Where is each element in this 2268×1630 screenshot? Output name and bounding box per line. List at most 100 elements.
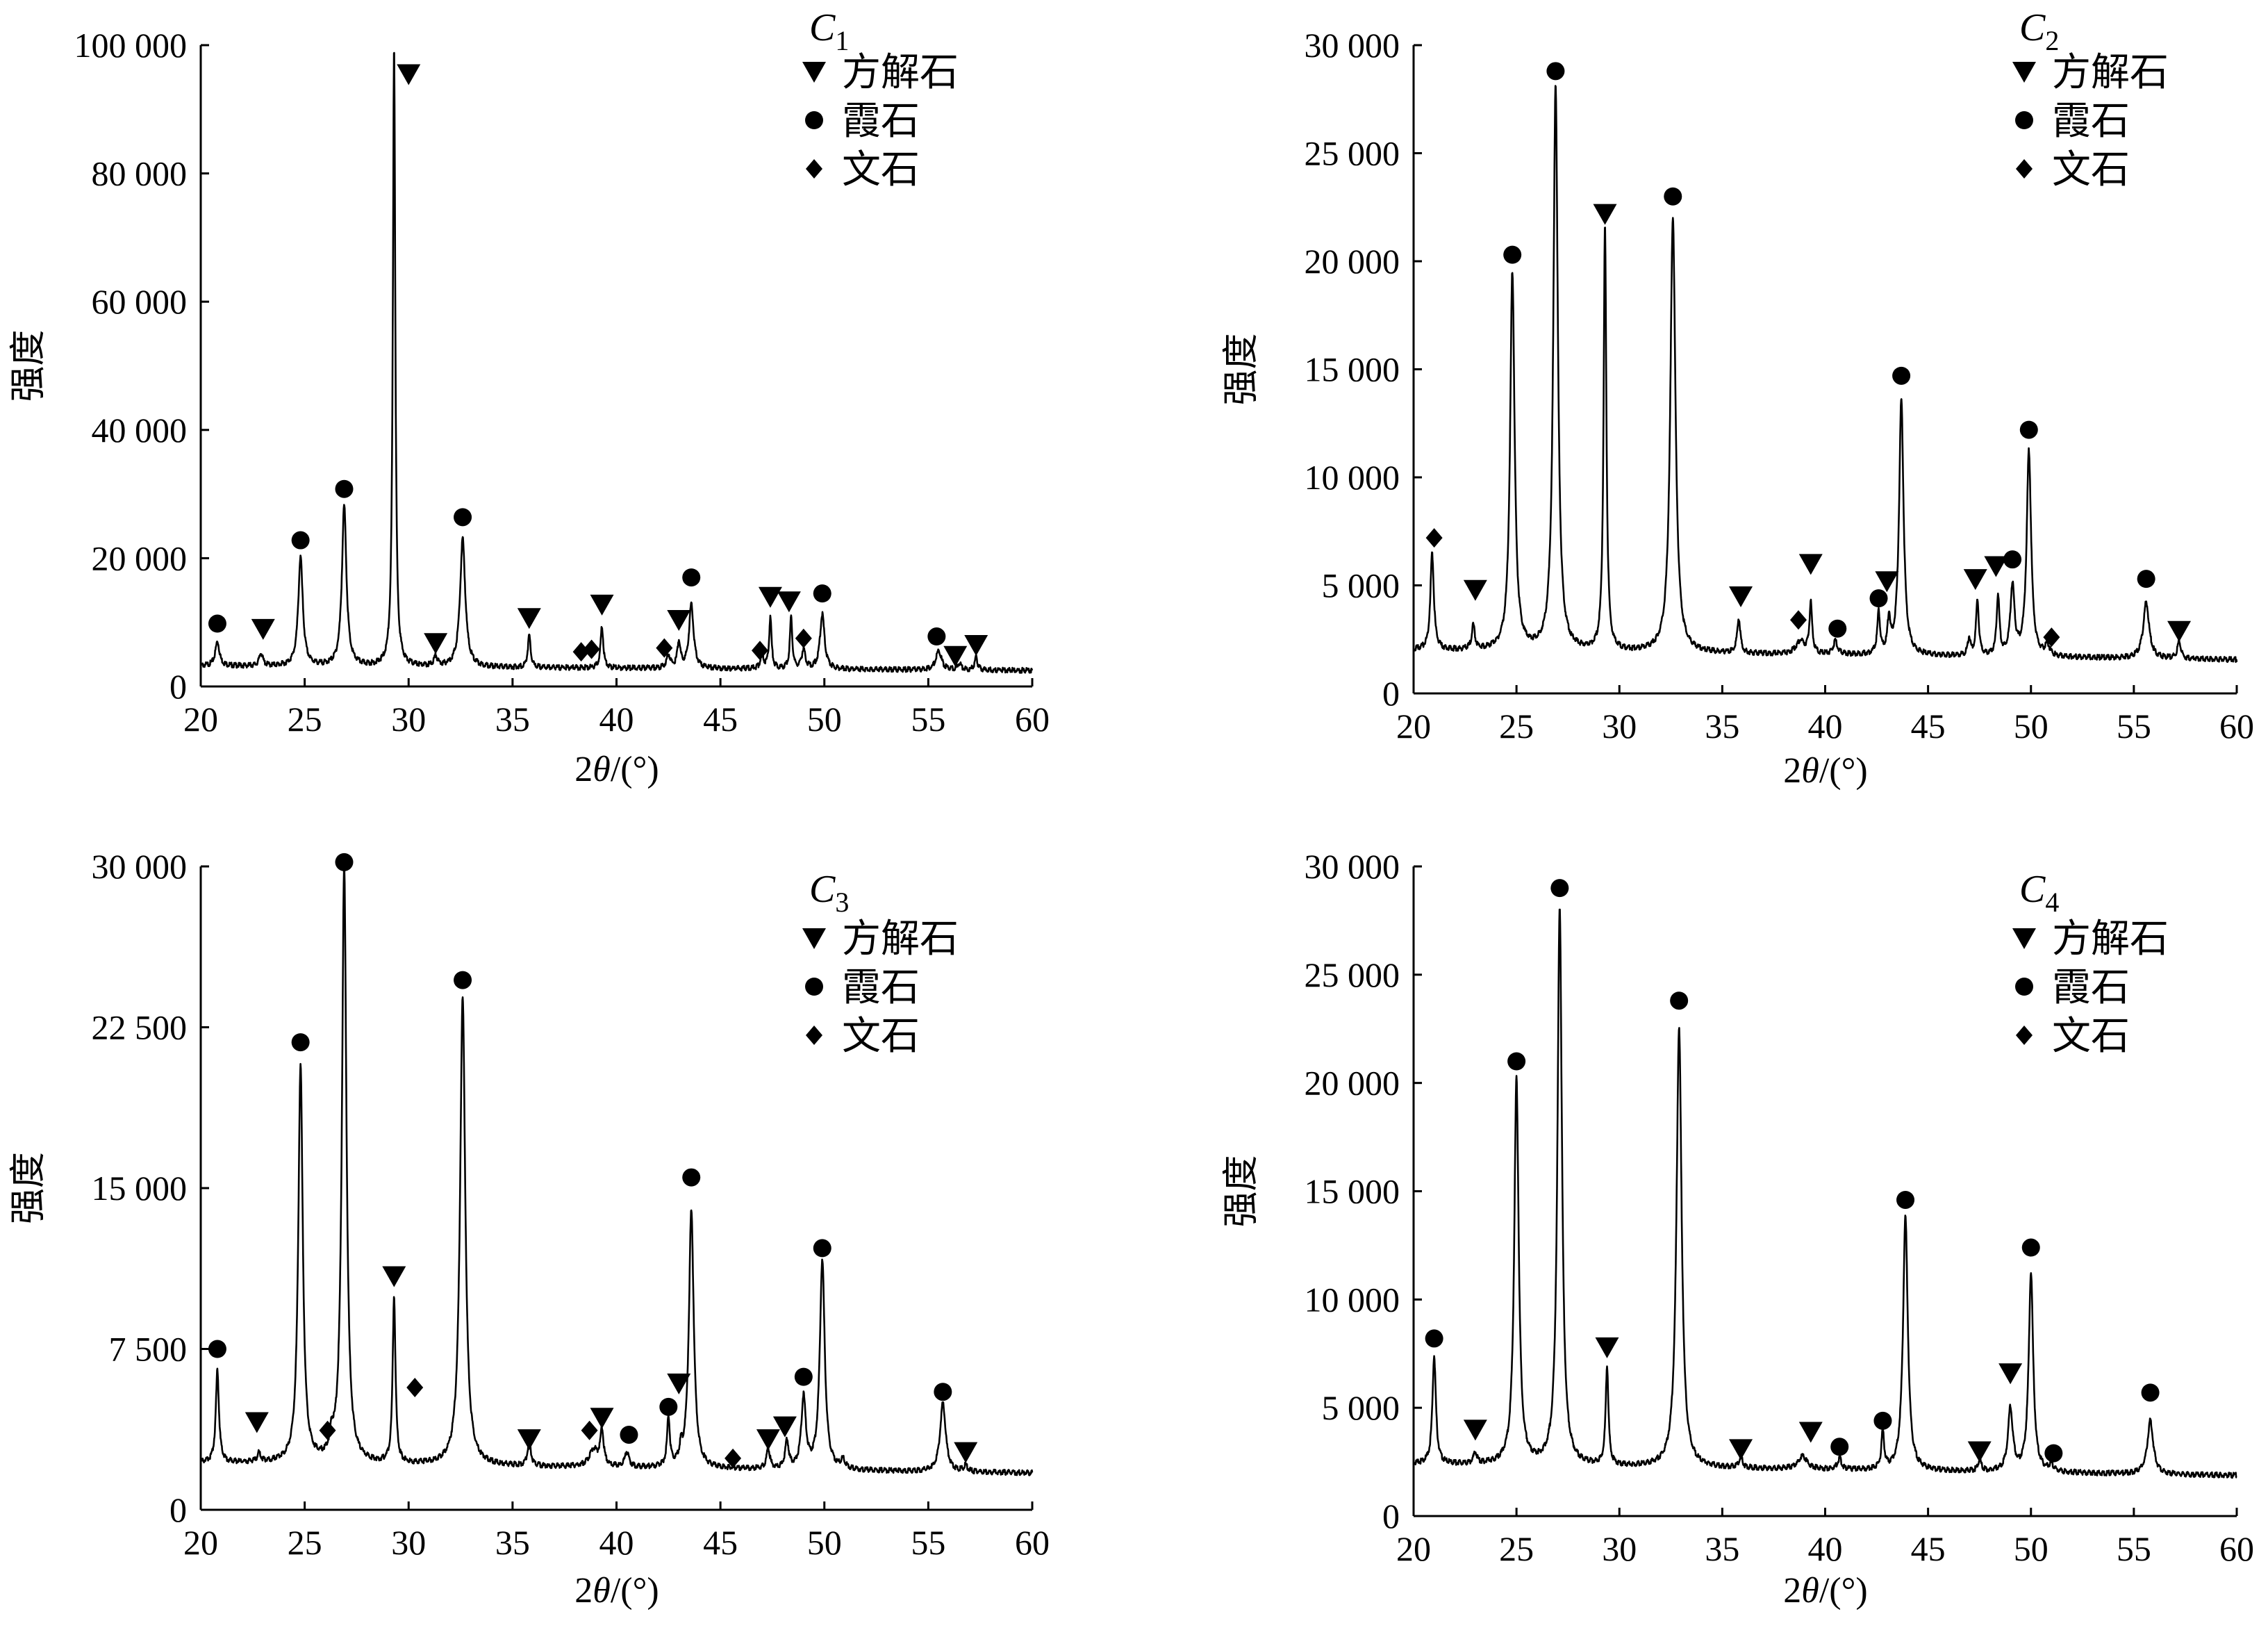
y-tick-label: 60 000 bbox=[92, 282, 188, 321]
x-tick-label: 50 bbox=[2014, 707, 2048, 746]
x-tick-label: 55 bbox=[911, 1523, 945, 1562]
x-axis-title-number: 2 bbox=[1783, 751, 1801, 791]
legend-marker-nepheline bbox=[2015, 111, 2033, 129]
calcite-marker bbox=[590, 1408, 614, 1429]
x-tick-label: 30 bbox=[1602, 707, 1637, 746]
x-axis-title-theta: θ bbox=[593, 1571, 611, 1611]
calcite-marker bbox=[1593, 204, 1617, 225]
aragonite-marker bbox=[583, 639, 600, 659]
calcite-marker bbox=[245, 1412, 269, 1433]
y-axis-title: 强度 bbox=[9, 1152, 49, 1224]
y-tick-label: 80 000 bbox=[92, 154, 188, 193]
nepheline-marker bbox=[1896, 1190, 1915, 1209]
nepheline-marker bbox=[620, 1425, 638, 1444]
x-tick-label: 60 bbox=[1015, 700, 1050, 739]
x-axis-title-number: 2 bbox=[574, 750, 593, 789]
aragonite-marker bbox=[656, 638, 673, 658]
y-tick-label: 0 bbox=[1382, 1497, 1400, 1536]
x-tick-label: 30 bbox=[1602, 1529, 1637, 1568]
calcite-marker bbox=[382, 1266, 406, 1287]
y-tick-label: 10 000 bbox=[1305, 458, 1400, 497]
x-tick-label: 25 bbox=[1499, 1529, 1534, 1568]
legend-marker-nepheline bbox=[805, 978, 823, 996]
legend-label: 文石 bbox=[2052, 149, 2130, 192]
calcite-marker bbox=[1729, 1439, 1753, 1460]
x-tick-label: 35 bbox=[1705, 707, 1739, 746]
nepheline-marker bbox=[1503, 245, 1522, 264]
nepheline-marker bbox=[659, 1397, 678, 1416]
x-tick-label: 50 bbox=[807, 700, 842, 739]
calcite-marker bbox=[1967, 1441, 1992, 1463]
calcite-marker bbox=[1595, 1337, 1619, 1358]
legend-label: 文石 bbox=[842, 1015, 920, 1058]
nepheline-marker bbox=[927, 627, 946, 646]
xrd-trace-c1 bbox=[199, 51, 1034, 674]
x-tick-label: 40 bbox=[599, 700, 634, 739]
panel-label-subscript: 1 bbox=[835, 25, 849, 56]
calcite-marker bbox=[1798, 1422, 1823, 1443]
panel-c3: 20 25 30 35 40 45 50 55 60 0 7 500 15 000 22 500 30 0… bbox=[9, 847, 1050, 1611]
nepheline-marker bbox=[2019, 420, 2038, 439]
calcite-marker bbox=[1963, 569, 1987, 591]
calcite-marker bbox=[964, 635, 988, 657]
legend-marker-nepheline bbox=[805, 111, 823, 129]
x-tick-label: 30 bbox=[391, 1523, 426, 1562]
legend-marker-aragonite bbox=[2016, 159, 2033, 179]
x-tick-label: 40 bbox=[599, 1523, 634, 1562]
y-tick-label: 15 000 bbox=[1305, 350, 1400, 389]
legend-label: 霞石 bbox=[842, 100, 920, 143]
panel-c2: 20 25 30 35 40 45 50 55 60 0 5 000 10 000 15 000 20 0… bbox=[1222, 6, 2254, 791]
nepheline-marker bbox=[1507, 1052, 1526, 1071]
panel-label-letter: C bbox=[2019, 6, 2046, 49]
nepheline-marker bbox=[682, 568, 701, 587]
x-tick-label: 35 bbox=[1705, 1529, 1739, 1568]
aragonite-marker bbox=[751, 641, 768, 661]
nepheline-marker bbox=[1892, 366, 1911, 385]
x-axis-title-unit: /(°) bbox=[611, 750, 659, 789]
y-tick-label: 20 000 bbox=[1305, 1064, 1400, 1103]
y-tick-label: 22 500 bbox=[92, 1008, 188, 1047]
y-tick-label: 15 000 bbox=[1305, 1172, 1400, 1211]
y-tick-label: 0 bbox=[169, 667, 187, 706]
calcite-marker bbox=[397, 64, 421, 85]
x-tick-label: 25 bbox=[288, 700, 322, 739]
panel-label-letter: C bbox=[809, 6, 836, 49]
x-tick-label: 30 bbox=[391, 700, 426, 739]
y-tick-label: 30 000 bbox=[1305, 847, 1400, 886]
nepheline-marker bbox=[208, 614, 226, 633]
aragonite-marker bbox=[319, 1420, 336, 1440]
x-axis-title-number: 2 bbox=[574, 1571, 593, 1611]
x-axis-title-theta: θ bbox=[593, 750, 611, 789]
nepheline-marker bbox=[1550, 879, 1569, 898]
x-tick-label: 55 bbox=[911, 700, 945, 739]
xrd-trace-c3 bbox=[199, 865, 1034, 1476]
panel-c4: 20 25 30 35 40 45 50 55 60 0 5 000 10 000 15 000 20 0… bbox=[1222, 847, 2254, 1611]
calcite-marker bbox=[2167, 620, 2192, 642]
x-tick-label: 45 bbox=[1911, 707, 1946, 746]
legend-label: 方解石 bbox=[842, 918, 959, 961]
x-tick-label: 55 bbox=[2117, 707, 2151, 746]
x-axis-title: 2θ/(°) bbox=[574, 1571, 659, 1611]
calcite-marker bbox=[1875, 571, 1899, 593]
x-axis-title: 2θ/(°) bbox=[1783, 751, 1867, 791]
x-tick-label: 50 bbox=[807, 1523, 842, 1562]
nepheline-marker bbox=[335, 479, 354, 498]
panel-label: C3 bbox=[809, 868, 849, 918]
nepheline-marker bbox=[2021, 1238, 2040, 1257]
nepheline-marker bbox=[1425, 1329, 1443, 1348]
calcite-marker bbox=[758, 586, 782, 608]
nepheline-marker bbox=[1664, 187, 1682, 206]
nepheline-marker bbox=[291, 531, 310, 550]
legend-label: 文石 bbox=[2052, 1015, 2130, 1058]
x-tick-label: 20 bbox=[183, 1523, 218, 1562]
nepheline-marker bbox=[813, 584, 831, 603]
x-tick-label: 55 bbox=[2117, 1529, 2151, 1568]
legend-label: 方解石 bbox=[2052, 51, 2169, 94]
nepheline-marker bbox=[1546, 62, 1565, 81]
nepheline-marker bbox=[454, 508, 472, 527]
y-tick-label: 7 500 bbox=[109, 1330, 188, 1369]
calcite-marker bbox=[943, 645, 968, 667]
nepheline-marker bbox=[682, 1168, 701, 1187]
panel-label-subscript: 2 bbox=[2045, 25, 2059, 56]
